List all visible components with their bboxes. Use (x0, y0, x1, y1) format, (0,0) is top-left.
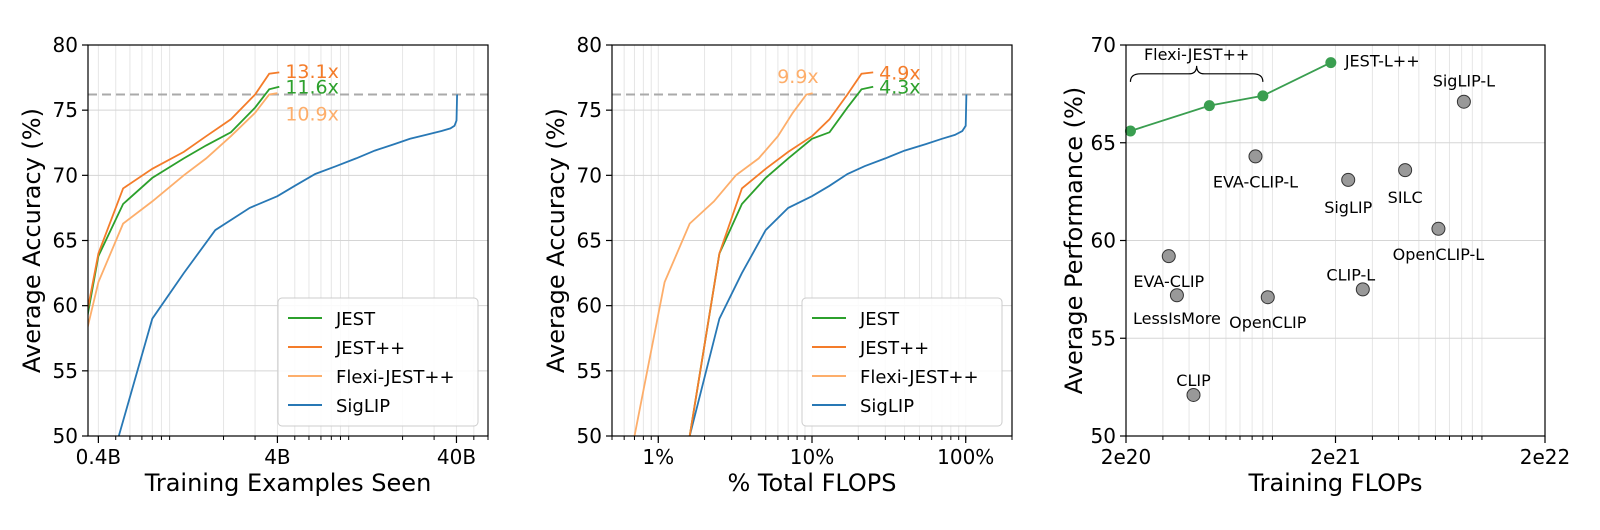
point-label: JEST-L++ (1344, 52, 1420, 71)
y-tick-label: 55 (1091, 326, 1116, 350)
legend-label: JEST (335, 309, 376, 330)
y-axis-label: Average Performance (%) (1060, 87, 1088, 394)
scatter-point (1186, 387, 1201, 402)
series-line-jestpp (688, 71, 874, 436)
annotation-label: 4.9x (879, 62, 920, 84)
group-label: Flexi-JEST++ (1144, 45, 1249, 64)
flexi-jest-point (1124, 125, 1136, 137)
legend-label: JEST (859, 309, 900, 330)
y-tick-label: 65 (53, 229, 78, 253)
plot-frame (611, 44, 1013, 437)
x-tick-label: 0.4B (76, 445, 122, 469)
y-tick-label: 70 (1091, 33, 1116, 57)
y-tick-label: 55 (577, 359, 602, 383)
x-axis-label: % Total FLOPS (727, 469, 896, 497)
annotation-label: 10.9x (285, 103, 339, 125)
y-tick-label: 50 (53, 424, 78, 448)
y-tick-label: 75 (53, 98, 78, 122)
y-tick-label: 50 (577, 424, 602, 448)
y-tick-label: 65 (1091, 131, 1116, 155)
x-tick-label: 4B (264, 445, 290, 469)
x-tick-label: 1% (642, 445, 674, 469)
point-label: CLIP-L (1326, 265, 1375, 284)
plot-frame (87, 44, 489, 437)
annotation-label: 4.3x (879, 77, 920, 99)
point-label: SigLIP-L (1433, 72, 1495, 91)
legend-label: JEST++ (859, 338, 929, 359)
scatter-point (1398, 163, 1413, 178)
series-line-flexi-jestpp (633, 92, 813, 436)
y-tick-label: 60 (1091, 229, 1116, 253)
y-tick-label: 50 (1091, 424, 1116, 448)
scatter-point (1355, 282, 1370, 297)
panel-3: 50 55 60 65 70 2e20 2e21 2e22 Flexi-JEST++ JEST-L… (1060, 33, 1570, 497)
legend-label: SigLIP (860, 396, 914, 417)
scatter-point (1341, 172, 1356, 187)
y-tick-label: 55 (53, 359, 78, 383)
y-axis-label: Average Accuracy (%) (542, 108, 570, 373)
point-label: CLIP (1176, 371, 1211, 390)
series-line-siglip (117, 94, 458, 436)
scatter-point (1260, 290, 1275, 305)
series-line-flexi-jestpp (88, 92, 278, 330)
series-line-siglip (688, 94, 968, 436)
y-tick-label: 70 (53, 163, 78, 187)
point-label: SigLIP (1324, 198, 1372, 217)
annotation-label: 13.1x (285, 61, 339, 83)
legend-box (801, 297, 1003, 427)
scatter-point (1325, 57, 1337, 69)
legend-label: Flexi-JEST++ (336, 367, 455, 388)
x-tick-label: 10% (790, 445, 834, 469)
x-tick-label: 100% (937, 445, 994, 469)
x-tick-label: 40B (437, 445, 476, 469)
series-line-jest (688, 85, 874, 436)
legend-label: Flexi-JEST++ (860, 367, 979, 388)
y-tick-label: 65 (577, 229, 602, 253)
y-tick-label: 75 (577, 98, 602, 122)
legend-box (277, 297, 479, 427)
group-bracket (1129, 65, 1264, 82)
y-tick-label: 80 (53, 33, 78, 57)
annotation-label: 11.6x (285, 77, 339, 99)
x-tick-label: 2e22 (1520, 445, 1570, 469)
plot-frame (1125, 44, 1546, 437)
legend: JEST JEST++ Flexi-JEST++ SigLIP (801, 297, 1003, 427)
point-label: OpenCLIP-L (1393, 245, 1485, 264)
y-tick-label: 60 (53, 294, 78, 318)
point-label: EVA-CLIP-L (1213, 172, 1298, 191)
x-tick-label: 2e21 (1310, 445, 1360, 469)
y-tick-label: 60 (577, 294, 602, 318)
series-line-jest (88, 85, 280, 319)
y-tick-label: 70 (577, 163, 602, 187)
y-axis-label: Average Accuracy (%) (18, 108, 46, 373)
scatter-point (1161, 249, 1176, 264)
series-line-jestpp (88, 71, 280, 313)
point-label: LessIsMore (1133, 309, 1221, 328)
jest-frontier-line (1130, 61, 1332, 132)
legend-label: SigLIP (336, 396, 390, 417)
annotation-label: 9.9x (777, 66, 818, 88)
x-axis-label: Training FLOPs (1247, 469, 1422, 497)
scatter-point (1456, 94, 1471, 109)
x-tick-label: 2e20 (1101, 445, 1151, 469)
flexi-jest-point (1203, 100, 1215, 112)
y-tick-label: 80 (577, 33, 602, 57)
point-label: OpenCLIP (1229, 313, 1307, 332)
point-label: SILC (1388, 188, 1423, 207)
scatter-point (1431, 221, 1446, 236)
x-axis-label: Training Examples Seen (144, 469, 432, 497)
legend-label: JEST++ (335, 338, 405, 359)
legend: JEST JEST++ Flexi-JEST++ SigLIP (277, 297, 479, 427)
point-label: EVA-CLIP (1133, 272, 1204, 291)
flexi-jest-point (1257, 90, 1269, 102)
scatter-point (1248, 149, 1263, 164)
scatter-point (1169, 288, 1184, 303)
